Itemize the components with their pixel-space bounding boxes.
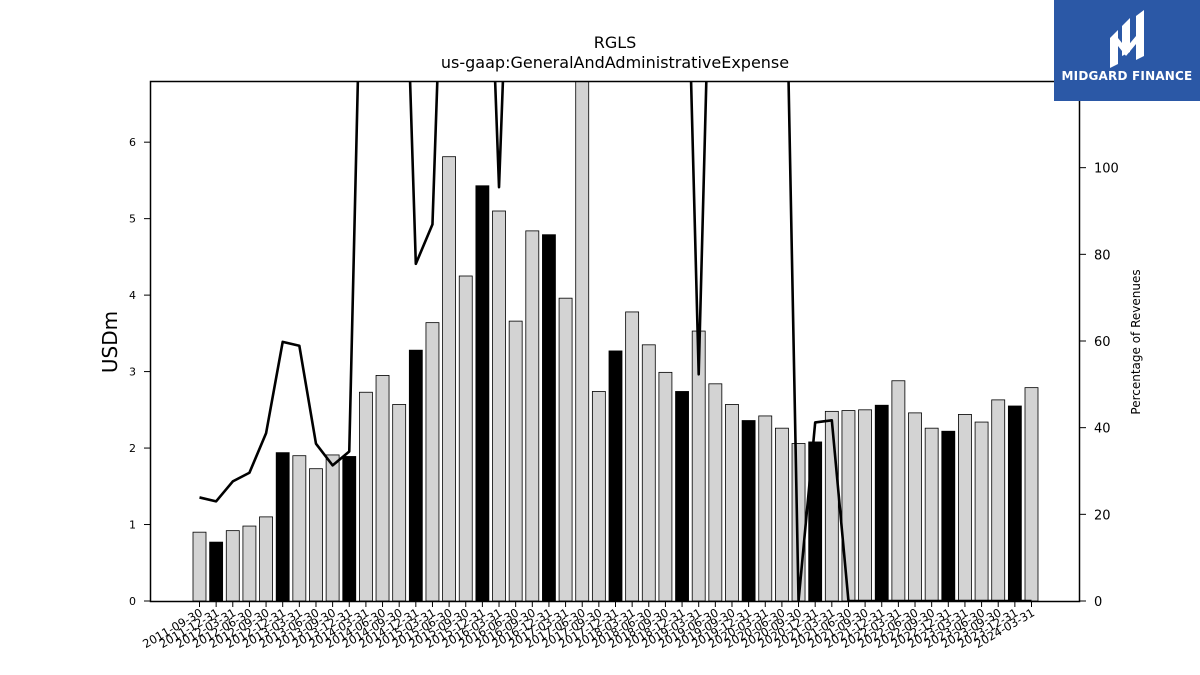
bar-2017-03-31 bbox=[558, 297, 573, 601]
y2-tick-label: 80 bbox=[1094, 248, 1111, 263]
y2-tick-label: 60 bbox=[1094, 335, 1111, 350]
bar-2014-12-31 bbox=[408, 349, 423, 601]
bar-2022-03-31 bbox=[891, 380, 906, 601]
bar-2024-03-31 bbox=[1024, 387, 1039, 601]
bar-2012-03-31 bbox=[225, 530, 240, 601]
bar-2019-06-30 bbox=[708, 383, 723, 601]
bar-2015-06-30 bbox=[442, 156, 457, 601]
bar-2015-09-30 bbox=[458, 275, 473, 601]
bar-2023-03-31 bbox=[958, 414, 972, 601]
logo-text: MIDGARD FINANCE bbox=[1061, 69, 1193, 83]
bar-2015-03-31 bbox=[425, 322, 440, 601]
bar-2011-12-31 bbox=[209, 541, 224, 601]
y-tick-label: 1 bbox=[129, 519, 136, 532]
bar-2013-06-30 bbox=[309, 468, 323, 601]
y-tick-label: 3 bbox=[129, 366, 136, 379]
bar-2023-09-30 bbox=[991, 399, 1006, 601]
bar-2013-12-31 bbox=[342, 456, 357, 601]
y-axis-right: 0 20 40 60 80 100 bbox=[1080, 162, 1119, 610]
bar-2014-06-30 bbox=[375, 375, 390, 601]
bar-2021-06-30 bbox=[841, 410, 856, 601]
bar-2018-06-30 bbox=[641, 344, 656, 601]
bar-2019-12-31 bbox=[741, 420, 756, 601]
y2-tick-label: 40 bbox=[1094, 422, 1111, 437]
bar-2020-06-30 bbox=[775, 427, 789, 601]
bar-2021-09-30 bbox=[858, 409, 872, 601]
bar-series bbox=[192, 81, 1039, 601]
bar-2018-03-31 bbox=[625, 311, 640, 601]
y-tick-label: 0 bbox=[129, 595, 136, 608]
y-axis-left: 0 1 2 3 4 5 6 bbox=[129, 136, 150, 608]
bar-2022-12-31 bbox=[941, 430, 956, 601]
bar-2022-09-30 bbox=[924, 427, 939, 601]
y2-tick-label: 100 bbox=[1094, 162, 1119, 177]
bar-2020-03-31 bbox=[758, 415, 773, 601]
bar-2018-09-30 bbox=[658, 371, 673, 601]
y-tick-label: 4 bbox=[129, 289, 136, 302]
bar-2016-09-30 bbox=[525, 230, 540, 601]
bar-2016-12-31 bbox=[542, 234, 556, 601]
bar-2011-09-30 bbox=[192, 531, 207, 601]
bar-2017-09-30 bbox=[591, 391, 606, 601]
bar-2017-06-30 bbox=[575, 81, 590, 601]
bar-2017-12-31 bbox=[608, 350, 623, 601]
percent-line-series bbox=[199, 81, 1032, 601]
x-axis: 2011-09-302011-12-312012-03-312012-06-30… bbox=[140, 601, 1037, 651]
midgard-m-icon bbox=[1110, 10, 1144, 68]
bar-2023-12-31 bbox=[1007, 405, 1022, 601]
percent-of-revenues-line bbox=[199, 81, 1032, 601]
y2-tick-label: 20 bbox=[1094, 508, 1111, 523]
bar-2013-09-30 bbox=[325, 454, 340, 601]
chart-title: RGLS bbox=[594, 33, 637, 52]
midgard-finance-logo: MIDGARD FINANCE bbox=[1054, 0, 1200, 101]
chart-subtitle: us-gaap:GeneralAndAdministrativeExpense bbox=[441, 53, 789, 72]
bar-2021-12-31 bbox=[874, 404, 889, 601]
y2-axis-label: Percentage of Revenues bbox=[1129, 269, 1143, 414]
y-axis-label: USDm bbox=[98, 311, 122, 373]
bar-2012-06-30 bbox=[242, 525, 257, 601]
bar-2013-03-31 bbox=[292, 455, 307, 601]
bar-2023-06-30 bbox=[974, 421, 989, 601]
y-tick-label: 5 bbox=[129, 213, 136, 226]
bar-2021-03-31 bbox=[824, 410, 839, 601]
y-tick-label: 2 bbox=[129, 442, 136, 455]
bar-2012-12-31 bbox=[275, 452, 290, 601]
bar-2022-06-30 bbox=[908, 412, 922, 601]
y2-tick-label: 0 bbox=[1094, 595, 1102, 610]
y-tick-label: 6 bbox=[129, 136, 136, 149]
bar-2016-06-30 bbox=[508, 320, 523, 601]
bar-2019-09-30 bbox=[725, 404, 739, 601]
bar-2015-12-31 bbox=[475, 185, 490, 601]
bar-2020-12-31 bbox=[808, 441, 823, 601]
bar-2016-03-31 bbox=[492, 210, 506, 601]
bar-2014-09-30 bbox=[392, 404, 407, 601]
bar-2012-09-30 bbox=[259, 516, 273, 601]
bar-2014-03-31 bbox=[358, 391, 373, 601]
bar-2018-12-31 bbox=[675, 391, 689, 601]
